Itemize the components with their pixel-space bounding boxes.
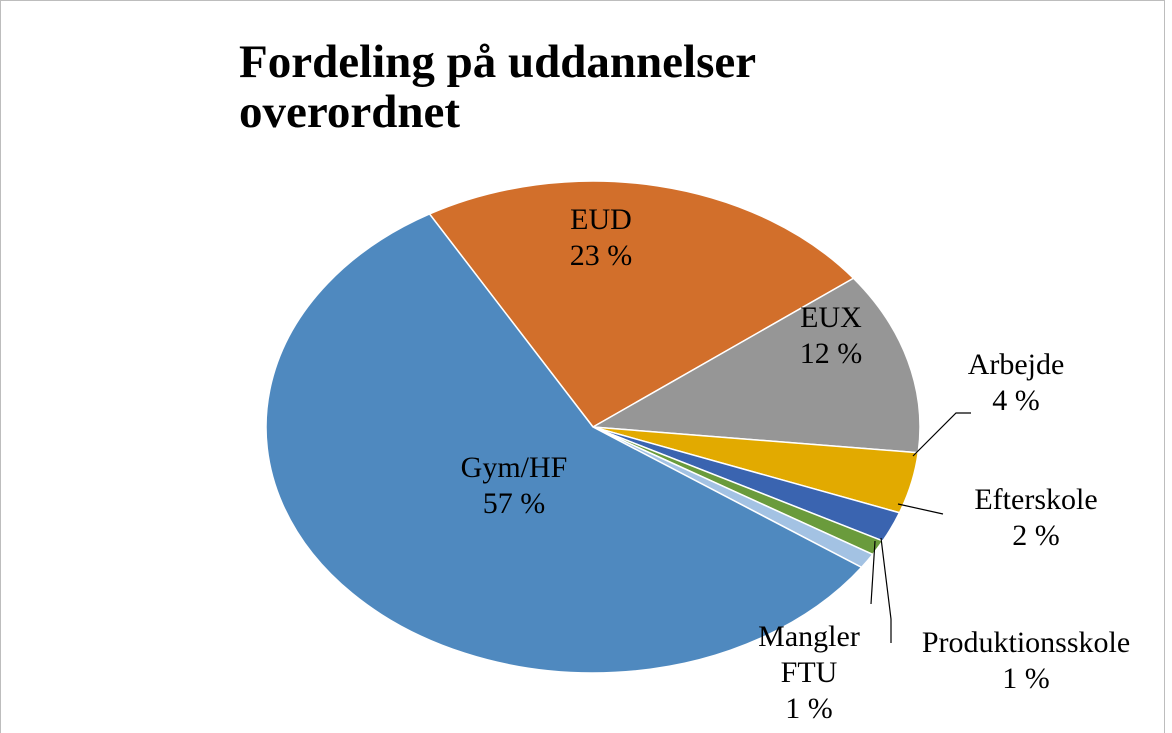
leader-line [897,503,944,515]
slice-name: Efterskole [974,483,1098,516]
slice-name: Gym/HF [460,451,568,484]
slice-value: 1 % [785,692,833,725]
slice-name: Mangler FTU [758,620,860,689]
slice-name: Produktionsskole [921,626,1131,659]
slice-name: EUX [800,301,862,334]
leader-line [880,537,892,643]
pie-slice [590,277,921,454]
pie-slice [428,180,855,428]
slice-value: 57 % [482,487,546,520]
pie-slice [265,213,863,674]
slice-label: Arbejde 4 % [968,347,1065,419]
slice-label: Mangler FTU 1 % [744,619,874,727]
slice-value: 2 % [1012,519,1060,552]
slice-label: Efterskole 2 % [974,482,1097,554]
slice-value: 12 % [799,337,863,370]
leader-lines [870,412,971,643]
slice-value: 23 % [569,239,633,272]
leader-line [912,412,971,457]
slice-value: 4 % [992,384,1040,417]
slice-label: EUX 12 % [800,300,863,372]
slices [265,180,921,674]
slice-label: Produktionsskole 1 % [922,625,1130,697]
slice-label: Gym/HF 57 % [461,450,568,522]
slice-value: 1 % [1002,662,1050,695]
chart-title: Fordeling på uddannelser overordnet [239,36,756,138]
slice-name: Arbejde [967,348,1065,381]
slice-name: EUD [570,203,632,236]
slice-label: EUD 23 % [570,202,633,274]
leader-line [870,540,876,605]
